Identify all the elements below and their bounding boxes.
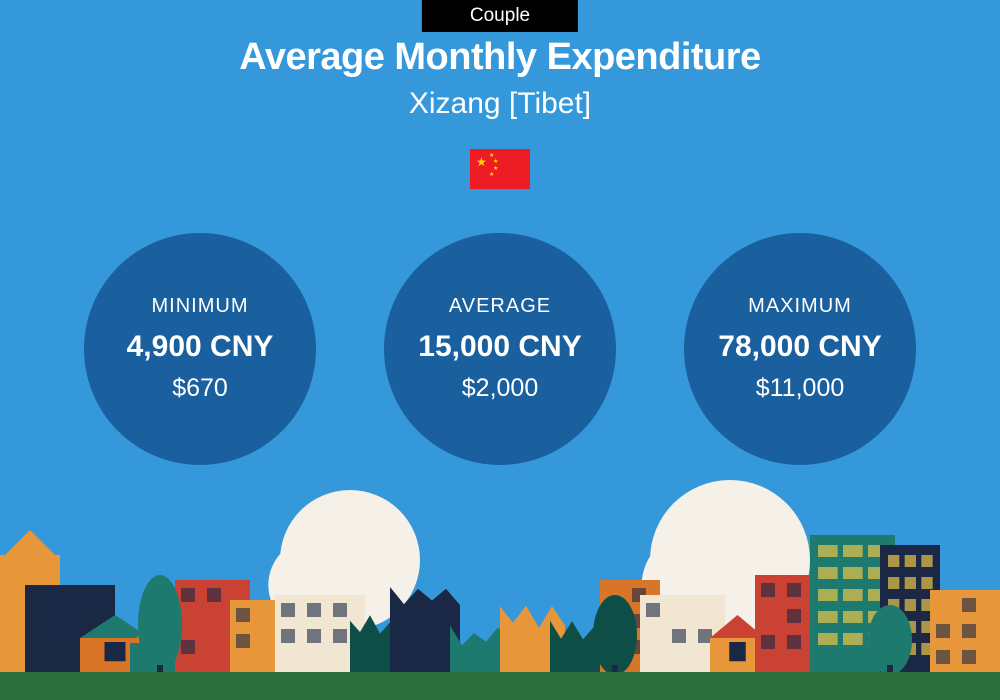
- stat-value: 78,000 CNY: [718, 330, 881, 364]
- flag-star-icon: ★: [476, 155, 487, 169]
- tab-label: Couple: [470, 5, 530, 26]
- minimum-stat-circle: MINIMUM 4,900 CNY $670: [84, 233, 316, 465]
- stat-circles-container: MINIMUM 4,900 CNY $670 AVERAGE 15,000 CN…: [0, 233, 1000, 465]
- china-flag-icon: ★ ★ ★ ★ ★: [470, 149, 530, 189]
- stat-value: 4,900 CNY: [127, 330, 274, 364]
- flag-star-icon: ★: [489, 171, 494, 178]
- category-tab[interactable]: Couple: [422, 0, 578, 32]
- stat-label: MAXIMUM: [748, 295, 852, 318]
- stat-label: MINIMUM: [152, 295, 249, 318]
- maximum-stat-circle: MAXIMUM 78,000 CNY $11,000: [684, 233, 916, 465]
- stat-label: AVERAGE: [449, 295, 551, 318]
- stat-usd: $11,000: [756, 374, 845, 403]
- stat-value: 15,000 CNY: [418, 330, 581, 364]
- page-subtitle: Xizang [Tibet]: [0, 87, 1000, 121]
- average-stat-circle: AVERAGE 15,000 CNY $2,000: [384, 233, 616, 465]
- stat-usd: $670: [172, 374, 228, 403]
- flag-star-icon: ★: [493, 158, 498, 165]
- cityscape-illustration: [0, 470, 1000, 700]
- stat-usd: $2,000: [462, 374, 538, 403]
- page-title: Average Monthly Expenditure: [0, 36, 1000, 79]
